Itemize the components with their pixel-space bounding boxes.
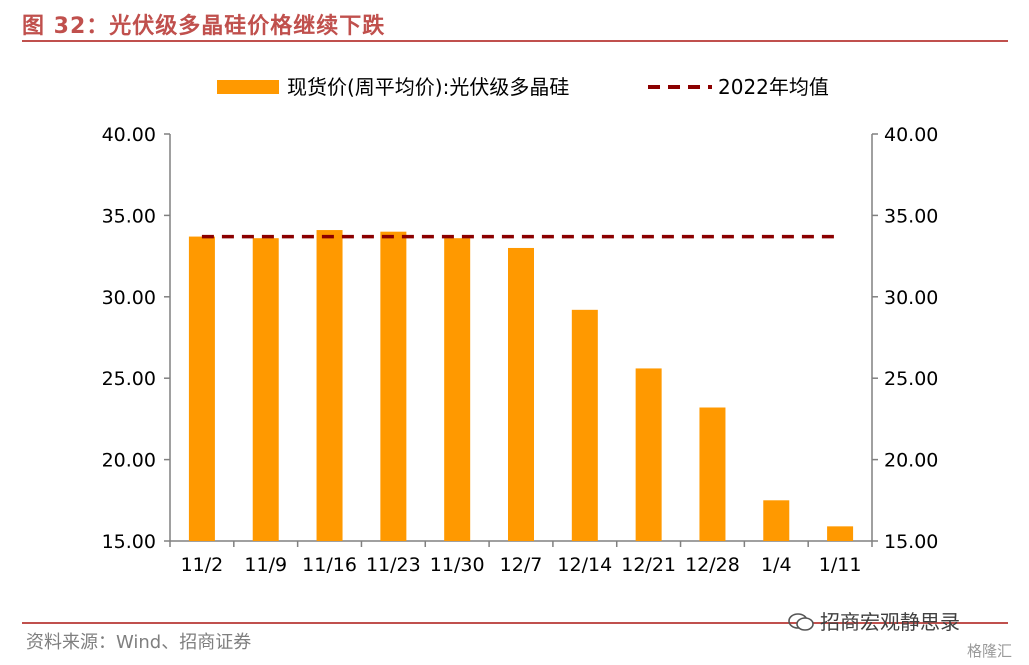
x-tick-label: 11/23 [366,554,421,576]
figure-title: 图 32：光伏级多晶硅价格继续下跌 [22,14,386,39]
y-tick-label-right: 20.00 [884,450,938,472]
x-tick-label: 11/2 [181,554,224,576]
x-tick-label: 12/21 [621,554,676,576]
bar-1/4 [763,500,790,541]
bar-12/14 [571,309,598,541]
legend-label-spot-price: 现货价(周平均价):光伏级多晶硅 [287,75,569,99]
brand-name: 招商宏观静思录 [820,610,960,634]
bar-1/11 [827,526,854,541]
bar-12/28 [699,407,726,541]
bar-11/23 [380,231,407,541]
y-tick-label-right: 15.00 [884,531,938,553]
x-tick-label: 11/30 [430,554,485,576]
bar-12/21 [635,368,662,541]
bar-11/9 [252,238,279,541]
legend-swatch-spot-price [217,80,279,94]
y-tick-label-right: 40.00 [884,124,938,146]
stamp-watermark: 格隆汇 [966,642,1012,660]
y-tick-label-right: 25.00 [884,368,938,390]
y-tick-label-left: 25.00 [102,368,156,390]
wechat-icon [788,613,814,631]
source-note: 资料来源：Wind、招商证券 [26,632,252,653]
y-tick-label-left: 40.00 [102,124,156,146]
footer-divider [22,622,1008,624]
bar-series [188,230,854,541]
y-tick-label-right: 35.00 [884,205,938,227]
y-tick-label-left: 20.00 [102,450,156,472]
bar-11/2 [188,236,215,541]
y-tick-label-left: 35.00 [102,205,156,227]
title-divider [22,40,1008,42]
legend-label-annual-average: 2022年均值 [718,75,829,99]
y-tick-label-left: 30.00 [102,287,156,309]
y-tick-label-left: 15.00 [102,531,156,553]
x-tick-label: 12/14 [557,554,612,576]
x-tick-label: 1/11 [819,554,862,576]
bar-11/30 [444,238,471,541]
x-tick-label: 12/28 [685,554,740,576]
y-tick-label-right: 30.00 [884,287,938,309]
x-tick-label: 11/16 [302,554,357,576]
x-tick-label: 12/7 [500,554,543,576]
x-tick-label: 11/9 [244,554,287,576]
axes: 15.00 20.00 25.00 30.00 35.00 40.00 15.00 20.00… [102,124,939,553]
bar-12/7 [508,247,534,541]
bar-11/16 [316,230,343,541]
brand-watermark: 招商宏观静思录 [788,606,960,635]
x-axis-labels: 11/2 11/9 11/16 11/23 11/30 12/7 12/14 12/21 12/… [181,554,862,576]
x-tick-label: 1/4 [761,554,792,576]
legend: 现货价(周平均价):光伏级多晶硅 2022年均值 [217,75,829,99]
